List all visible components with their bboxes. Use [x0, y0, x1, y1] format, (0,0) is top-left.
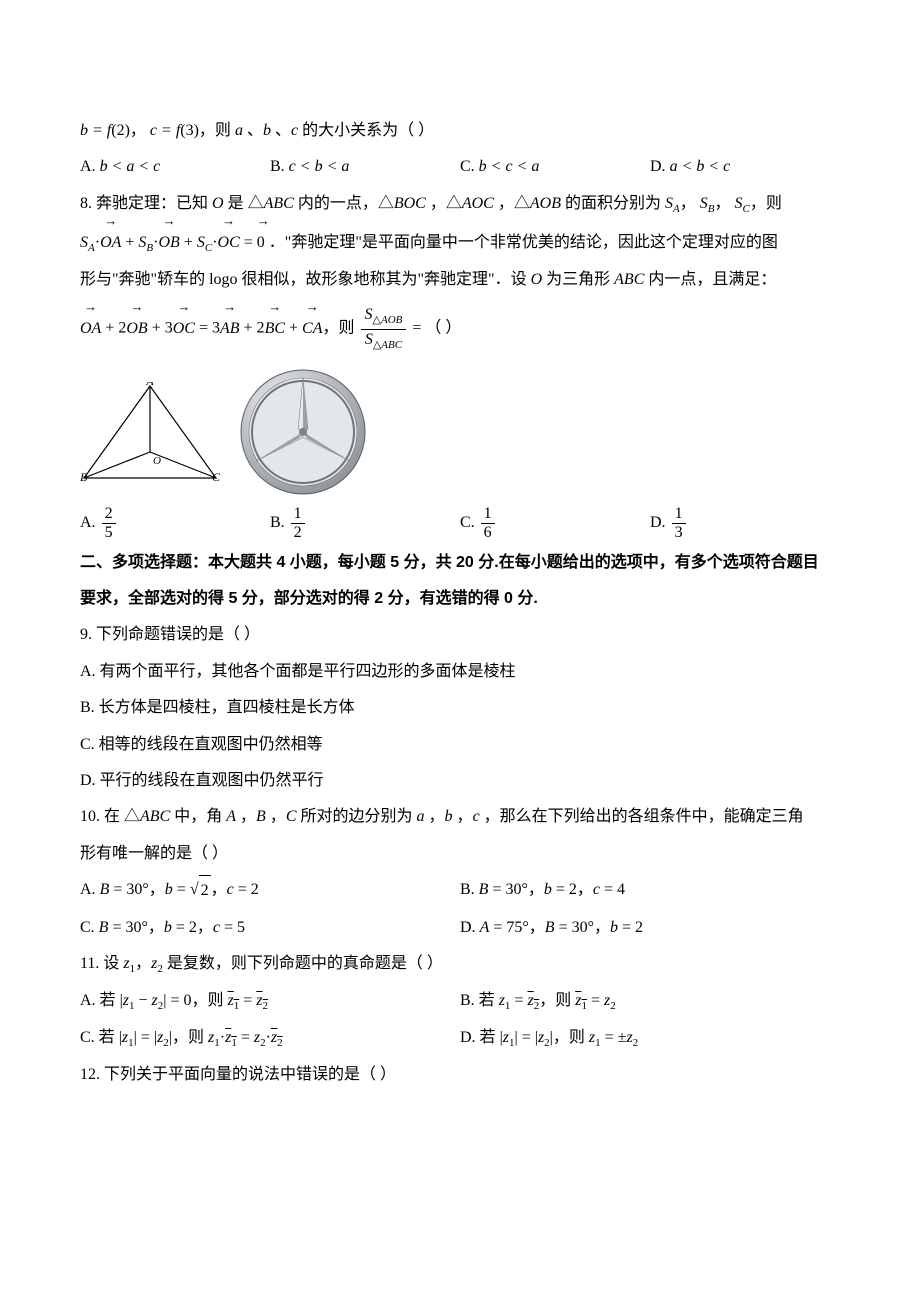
- q8-line1: 8. 奔驰定理：已知 O 是 △ABC 内的一点，△BOC ，△AOC ，△AO…: [80, 189, 840, 220]
- q8-opt-b: B. 12: [270, 505, 460, 542]
- q8-frac: S△AOB S△ABC: [361, 305, 407, 352]
- q9-opt-a: A. 有两个面平行，其他各个面都是平行四边形的多面体是棱柱: [80, 657, 840, 687]
- q8-line2: SA·→OA + SB·→OB + SC·→OC = →0 ．"奔驰定理"是平面…: [80, 228, 840, 259]
- section2-title-l1: 二、多项选择题：本大题共 4 小题，每小题 5 分，共 20 分.在每小题给出的…: [80, 548, 840, 578]
- q10-opt-a: A. B = 30°，b = √2，c = 2: [80, 875, 460, 906]
- q8-opt-d: D. 13: [650, 505, 840, 542]
- q11-optrow2: C. 若 |z1| = |z2|，则 z1·z1 = z2·z2 D. 若 |z…: [80, 1023, 840, 1054]
- q7-options: A. b < a < c B. c < b < a C. b < c < a D…: [80, 152, 840, 182]
- label-a: A: [145, 382, 154, 388]
- expr: c = f: [150, 122, 180, 139]
- label-o: O: [153, 455, 161, 467]
- q7-opt-d: D. a < b < c: [650, 152, 840, 182]
- q11-stem: 11. 设 z1，z2 是复数，则下列命题中的真命题是（ ）: [80, 949, 840, 980]
- q11-opt-a: A. 若 |z1 − z2| = 0，则 z1 = z2: [80, 986, 460, 1017]
- q8-line4: →OA + 2→OB + 3→OC = 3→AB + 2→BC + →CA，则 …: [80, 305, 840, 352]
- q8-line3: 形与"奔驰"轿车的 logo 很相似，故形象地称其为"奔驰定理"．设 O 为三角…: [80, 265, 840, 295]
- q10-opt-c: C. B = 30°，b = 2，c = 5: [80, 913, 460, 943]
- benz-logo-icon: [238, 367, 368, 497]
- q9-opt-b: B. 长方体是四棱柱，直四棱柱是长方体: [80, 693, 840, 723]
- q10-opt-b: B. B = 30°，b = 2，c = 4: [460, 875, 840, 906]
- q10-stem1: 10. 在 △ABC 中，角 A ，B ，C 所对的边分别为 a ，b ，c ，…: [80, 802, 840, 832]
- q8-opt-a: A. 25: [80, 505, 270, 542]
- q9-opt-c: C. 相等的线段在直观图中仍然相等: [80, 730, 840, 760]
- q11-opt-b: B. 若 z1 = z2，则 z1 = z2: [460, 986, 840, 1017]
- q7-opt-b: B. c < b < a: [270, 152, 460, 182]
- expr: b = f: [80, 122, 111, 139]
- q11-opt-d: D. 若 |z1| = |z2|，则 z1 = ±z2: [460, 1023, 840, 1054]
- q11-optrow1: A. 若 |z1 − z2| = 0，则 z1 = z2 B. 若 z1 = z…: [80, 986, 840, 1017]
- q9-opt-d: D. 平行的线段在直观图中仍然平行: [80, 766, 840, 796]
- label-b: B: [80, 470, 88, 482]
- q10-opt-d: D. A = 75°，B = 30°，b = 2: [460, 913, 840, 943]
- q7-opt-c: C. b < c < a: [460, 152, 650, 182]
- q10-stem2: 形有唯一解的是（ ）: [80, 839, 840, 869]
- section2-title-l2: 要求，全部选对的得 5 分，部分选对的得 2 分，有选错的得 0 分.: [80, 584, 840, 614]
- q10-optrow2: C. B = 30°，b = 2，c = 5 D. A = 75°，B = 30…: [80, 913, 840, 943]
- q8-opt-c: C. 16: [460, 505, 650, 542]
- q7-opt-a: A. b < a < c: [80, 152, 270, 182]
- q8-figures: A B C O: [80, 367, 840, 497]
- q7-tail: b = f(2)， c = f(3)，则 a 、b 、c 的大小关系为（ ）: [80, 116, 840, 146]
- label-c: C: [212, 470, 220, 482]
- q11-opt-c: C. 若 |z1| = |z2|，则 z1·z1 = z2·z2: [80, 1023, 460, 1054]
- q9-stem: 9. 下列命题错误的是（ ）: [80, 620, 840, 650]
- q10-optrow1: A. B = 30°，b = √2，c = 2 B. B = 30°，b = 2…: [80, 875, 840, 906]
- triangle-figure: A B C O: [80, 382, 220, 482]
- q12-stem: 12. 下列关于平面向量的说法中错误的是（ ）: [80, 1060, 840, 1090]
- q8-options: A. 25 B. 12 C. 16 D. 13: [80, 505, 840, 542]
